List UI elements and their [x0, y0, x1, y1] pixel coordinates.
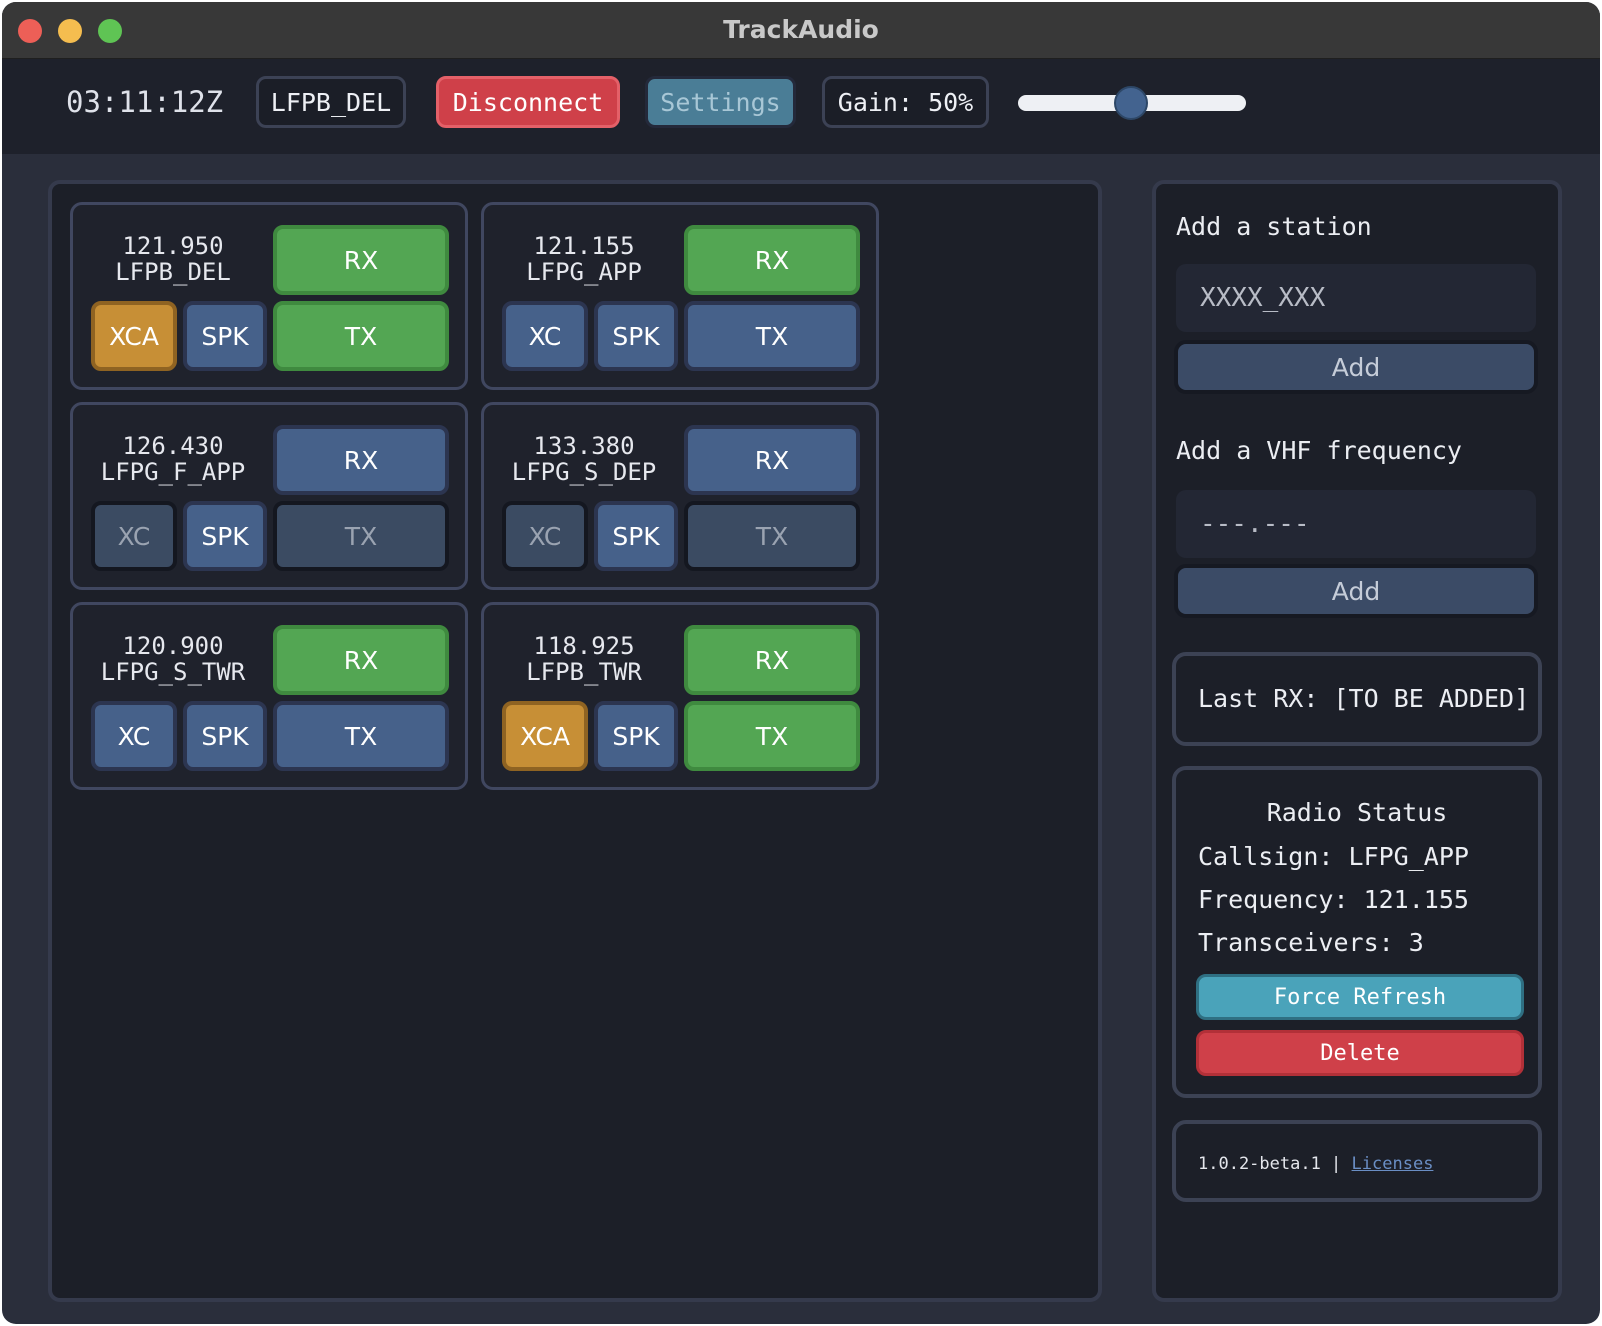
radio-status-title: Radio Status — [1266, 798, 1448, 827]
version-text: 1.0.2-beta.1 | — [1198, 1154, 1342, 1174]
tx-button[interactable]: TX — [684, 501, 860, 571]
radio-card: 118.925 LFPB_TWR RX XCA SPK TX — [481, 602, 879, 790]
tx-button[interactable]: TX — [273, 301, 449, 371]
radio-frequency: 121.155 — [533, 232, 635, 260]
window-title: TrackAudio — [723, 15, 879, 44]
vhf-frequency-input[interactable]: ---.--- — [1176, 490, 1536, 558]
add-vhf-title: Add a VHF frequency — [1176, 436, 1462, 465]
status-frequency: Frequency: 121.155 — [1198, 885, 1469, 914]
minimize-window-button[interactable] — [58, 19, 82, 43]
spk-button[interactable]: SPK — [594, 301, 678, 371]
spk-button[interactable]: SPK — [183, 701, 267, 771]
xc-button[interactable]: XC — [91, 701, 177, 771]
radio-frequency: 126.430 — [122, 432, 224, 460]
tx-button[interactable]: TX — [684, 701, 860, 771]
rx-button[interactable]: RX — [273, 225, 449, 295]
top-bar: 03:11:12Z LFPB_DEL Disconnect Settings G… — [2, 59, 1600, 154]
rx-button[interactable]: RX — [273, 425, 449, 495]
rx-button[interactable]: RX — [273, 625, 449, 695]
callsign-display: LFPB_DEL — [256, 76, 406, 128]
xc-button[interactable]: XC — [91, 501, 177, 571]
sidebar-panel: Add a station XXXX_XXX Add Add a VHF fre… — [1152, 180, 1562, 1302]
disconnect-button[interactable]: Disconnect — [436, 76, 620, 128]
radio-label: 121.155 LFPG_APP — [494, 233, 674, 285]
spk-button[interactable]: SPK — [183, 301, 267, 371]
close-window-button[interactable] — [18, 19, 42, 43]
tx-button[interactable]: TX — [273, 501, 449, 571]
radio-callsign: LFPG_S_TWR — [100, 658, 246, 686]
radio-card: 121.155 LFPG_APP RX XC SPK TX — [481, 202, 879, 390]
radio-callsign: LFPB_DEL — [115, 258, 231, 286]
xc-button[interactable]: XCA — [91, 301, 177, 371]
last-rx-box: Last RX: [TO BE ADDED] — [1172, 652, 1542, 746]
status-callsign: Callsign: LFPG_APP — [1198, 842, 1469, 871]
gain-display: Gain: 50% — [822, 76, 989, 128]
radio-frequency: 120.900 — [122, 632, 224, 660]
radio-label: 118.925 LFPB_TWR — [494, 633, 674, 685]
xc-button[interactable]: XCA — [502, 701, 588, 771]
radio-callsign: LFPB_TWR — [526, 658, 642, 686]
xc-button[interactable]: XC — [502, 301, 588, 371]
footer-text: 1.0.2-beta.1 | Licenses — [1198, 1154, 1433, 1174]
status-transceivers: Transceivers: 3 — [1198, 928, 1424, 957]
radio-grid-panel: 121.950 LFPB_DEL RX XCA SPK TX 121.155 L… — [48, 180, 1102, 1302]
add-station-title: Add a station — [1176, 212, 1372, 241]
delete-button[interactable]: Delete — [1196, 1030, 1524, 1076]
radio-frequency: 121.950 — [122, 232, 224, 260]
rx-button[interactable]: RX — [684, 225, 860, 295]
last-rx-text: Last RX: [TO BE ADDED] — [1198, 684, 1530, 713]
rx-button[interactable]: RX — [684, 625, 860, 695]
radio-status-box: Radio Status Callsign: LFPG_APP Frequenc… — [1172, 766, 1542, 1098]
tx-button[interactable]: TX — [684, 301, 860, 371]
radio-callsign: LFPG_S_DEP — [511, 458, 657, 486]
radio-card: 121.950 LFPB_DEL RX XCA SPK TX — [70, 202, 468, 390]
station-input[interactable]: XXXX_XXX — [1176, 264, 1536, 332]
force-refresh-button[interactable]: Force Refresh — [1196, 974, 1524, 1020]
radio-card: 133.380 LFPG_S_DEP RX XC SPK TX — [481, 402, 879, 590]
utc-clock: 03:11:12Z — [66, 85, 224, 119]
maximize-window-button[interactable] — [98, 19, 122, 43]
add-station-button[interactable]: Add — [1174, 340, 1538, 394]
spk-button[interactable]: SPK — [594, 701, 678, 771]
licenses-link[interactable]: Licenses — [1351, 1154, 1434, 1174]
gain-slider-thumb[interactable] — [1114, 86, 1148, 120]
tx-button[interactable]: TX — [273, 701, 449, 771]
xc-button[interactable]: XC — [502, 501, 588, 571]
add-vhf-button[interactable]: Add — [1174, 564, 1538, 618]
footer-box: 1.0.2-beta.1 | Licenses — [1172, 1120, 1542, 1202]
rx-button[interactable]: RX — [684, 425, 860, 495]
radio-card: 120.900 LFPG_S_TWR RX XC SPK TX — [70, 602, 468, 790]
radio-label: 133.380 LFPG_S_DEP — [494, 433, 674, 485]
settings-button[interactable]: Settings — [645, 76, 796, 128]
spk-button[interactable]: SPK — [183, 501, 267, 571]
radio-frequency: 133.380 — [533, 432, 635, 460]
radio-callsign: LFPG_APP — [526, 258, 642, 286]
radio-frequency: 118.925 — [533, 632, 635, 660]
radio-label: 121.950 LFPB_DEL — [83, 233, 263, 285]
spk-button[interactable]: SPK — [594, 501, 678, 571]
radio-card: 126.430 LFPG_F_APP RX XC SPK TX — [70, 402, 468, 590]
title-bar: TrackAudio — [2, 2, 1600, 59]
radio-label: 120.900 LFPG_S_TWR — [83, 633, 263, 685]
radio-callsign: LFPG_F_APP — [100, 458, 246, 486]
radio-label: 126.430 LFPG_F_APP — [83, 433, 263, 485]
